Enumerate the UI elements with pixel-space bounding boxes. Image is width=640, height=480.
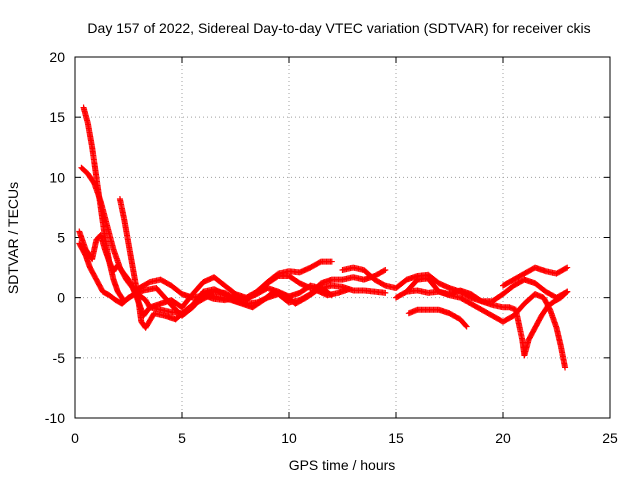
grid-layer — [75, 57, 610, 418]
x-tick-label: 0 — [71, 430, 79, 446]
data-point — [382, 266, 389, 273]
series-track-10 — [500, 264, 571, 289]
x-tick-label: 20 — [495, 430, 511, 446]
data-point — [564, 264, 571, 271]
y-tick-label: -5 — [53, 350, 66, 366]
data-point — [345, 286, 352, 293]
data-point — [563, 289, 570, 296]
y-axis-label: SDTVAR / TECUs — [5, 182, 21, 294]
tick-layer: 0 5 10 15 20 25 -10 -5 0 5 10 15 20 — [45, 49, 618, 446]
x-axis-label: GPS time / hours — [289, 457, 396, 473]
data-point — [564, 288, 571, 295]
series-track-8 — [405, 306, 470, 330]
y-tick-label: 15 — [49, 109, 65, 125]
y-tick-label: 10 — [49, 169, 65, 185]
data-point — [563, 265, 570, 272]
data-point — [381, 267, 388, 274]
series-track-9 — [403, 287, 569, 371]
points-layer — [76, 104, 571, 371]
data-point — [328, 258, 335, 265]
x-tick-label: 15 — [388, 430, 404, 446]
y-tick-label: 0 — [57, 290, 65, 306]
chart-title: Day 157 of 2022, Sidereal Day-to-day VTE… — [87, 20, 590, 36]
data-point — [562, 364, 569, 371]
data-point — [382, 289, 389, 296]
x-tick-label: 5 — [178, 430, 186, 446]
x-tick-label: 10 — [281, 430, 297, 446]
series-track-5 — [76, 240, 335, 319]
x-tick-label: 25 — [602, 430, 618, 446]
y-tick-label: 5 — [57, 230, 65, 246]
y-tick-label: -10 — [45, 410, 65, 426]
y-tick-label: 20 — [49, 49, 65, 65]
data-point — [463, 323, 470, 330]
data-point — [462, 322, 469, 329]
